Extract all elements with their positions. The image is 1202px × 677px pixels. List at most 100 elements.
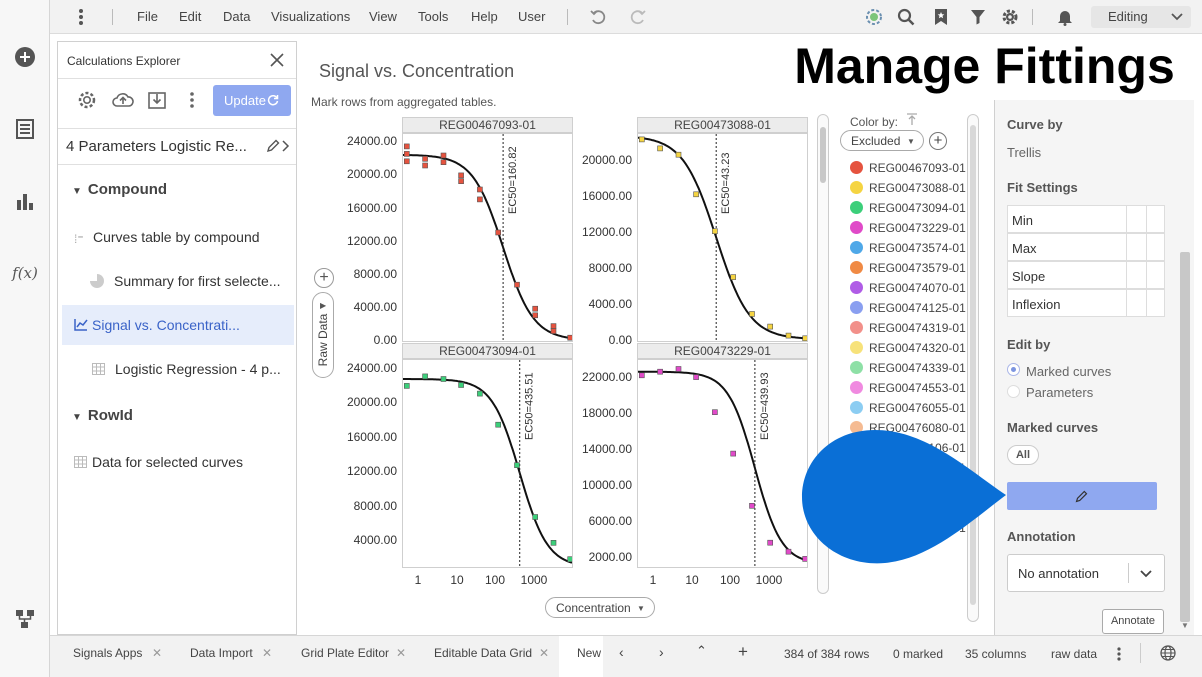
function-icon[interactable]: f(x) bbox=[12, 264, 38, 282]
section-rowid[interactable]: ▼ RowId bbox=[72, 407, 310, 424]
data-point[interactable] bbox=[477, 186, 483, 193]
undo-icon[interactable] bbox=[588, 7, 608, 27]
data-point[interactable] bbox=[532, 305, 538, 312]
menu-help[interactable]: Help bbox=[471, 9, 498, 24]
update-button[interactable]: Update bbox=[213, 85, 291, 116]
tree-item-data-for-selected[interactable]: Data for selected curves bbox=[74, 454, 312, 470]
caret-down-icon[interactable]: ▼ bbox=[1181, 621, 1189, 630]
data-point[interactable] bbox=[532, 514, 538, 520]
fit-row-slope[interactable]: Slope bbox=[1007, 261, 1165, 289]
data-point[interactable] bbox=[730, 450, 736, 457]
data-point[interactable] bbox=[514, 281, 520, 288]
data-point[interactable] bbox=[403, 151, 410, 157]
menu-tools[interactable]: Tools bbox=[418, 9, 449, 24]
data-point[interactable] bbox=[638, 372, 645, 379]
radio-parameters[interactable] bbox=[1007, 385, 1020, 398]
annotate-button[interactable]: Annotate bbox=[1102, 609, 1164, 634]
data-point[interactable] bbox=[440, 376, 447, 382]
data-point[interactable] bbox=[567, 556, 572, 562]
annotation-select[interactable]: No annotation bbox=[1007, 554, 1165, 592]
chevron-right-icon[interactable]: › bbox=[659, 644, 664, 660]
data-point[interactable] bbox=[749, 311, 755, 317]
data-point[interactable] bbox=[749, 503, 755, 509]
x-axis-selector[interactable]: Concentration ▼ bbox=[545, 597, 655, 618]
filter-icon[interactable] bbox=[968, 7, 988, 27]
data-point[interactable] bbox=[785, 332, 792, 339]
ai-recommend-icon[interactable] bbox=[864, 7, 884, 27]
more-vertical-icon[interactable] bbox=[71, 7, 91, 27]
data-point[interactable] bbox=[403, 383, 410, 389]
more-vertical-icon[interactable] bbox=[190, 92, 196, 110]
data-point[interactable] bbox=[567, 334, 572, 341]
search-icon[interactable] bbox=[896, 7, 916, 27]
tree-item-curves-table[interactable]: ⁞⁼ Curves table by compound bbox=[74, 229, 312, 246]
globe-icon[interactable] bbox=[1160, 645, 1176, 661]
data-table-icon[interactable] bbox=[12, 116, 38, 142]
tree-item-summary[interactable]: Summary for first selecte... bbox=[90, 273, 294, 289]
fit-row-inflexion[interactable]: Inflexion bbox=[1007, 289, 1165, 317]
legend-item[interactable]: REG00473088-01 bbox=[850, 181, 966, 199]
legend-item[interactable]: REG00474319-01 bbox=[850, 321, 966, 339]
more-vertical-icon[interactable] bbox=[1117, 647, 1121, 661]
data-point[interactable] bbox=[440, 152, 447, 159]
cloud-upload-icon[interactable] bbox=[112, 91, 134, 109]
menu-visualizations[interactable]: Visualizations bbox=[271, 9, 351, 24]
legend-item[interactable]: REG00473579-01 bbox=[850, 261, 966, 279]
legend-item[interactable]: REG00474553-01 bbox=[850, 381, 966, 399]
chart-panel-4[interactable]: EC50=439.93 bbox=[637, 359, 808, 568]
data-point[interactable] bbox=[495, 421, 501, 428]
data-point[interactable] bbox=[712, 228, 718, 234]
data-point[interactable] bbox=[422, 373, 428, 380]
chart-panel-3[interactable]: EC50=435.51 bbox=[402, 359, 573, 568]
y-axis-selector[interactable]: Raw Data ▶ bbox=[312, 292, 334, 378]
legend-item[interactable]: REG00473229-01 bbox=[850, 221, 966, 239]
edit-curves-button[interactable] bbox=[1007, 482, 1157, 510]
data-point[interactable] bbox=[403, 158, 410, 165]
fit-row-max[interactable]: Max bbox=[1007, 233, 1165, 261]
add-y-axis-button[interactable]: + bbox=[314, 268, 334, 288]
calculation-name[interactable]: 4 Parameters Logistic Re... bbox=[66, 138, 246, 155]
data-point[interactable] bbox=[693, 374, 699, 380]
data-point[interactable] bbox=[403, 143, 410, 150]
color-by-select[interactable]: Excluded ▼ bbox=[840, 130, 924, 151]
all-chip[interactable]: All bbox=[1007, 445, 1039, 465]
bell-icon[interactable] bbox=[1055, 7, 1075, 27]
gear-icon[interactable] bbox=[1000, 7, 1020, 27]
data-point[interactable] bbox=[675, 151, 682, 158]
fit-row-min[interactable]: Min bbox=[1007, 205, 1165, 233]
close-icon[interactable] bbox=[269, 52, 285, 68]
legend-item[interactable]: REG00474320-01 bbox=[850, 341, 966, 359]
menu-edit[interactable]: Edit bbox=[179, 9, 202, 24]
legend-item[interactable]: REG00474339-01 bbox=[850, 361, 966, 379]
active-table[interactable]: raw data bbox=[1051, 647, 1098, 661]
settings-gear-icon[interactable] bbox=[77, 90, 97, 110]
bookmark-icon[interactable] bbox=[931, 7, 951, 27]
tab-signals-apps[interactable]: Signals Apps bbox=[73, 646, 143, 660]
data-point[interactable] bbox=[458, 178, 464, 185]
scrollbar-thumb[interactable] bbox=[820, 127, 826, 183]
legend-item[interactable]: REG00474070-01 bbox=[850, 281, 966, 299]
data-point[interactable] bbox=[730, 274, 736, 280]
data-point[interactable] bbox=[767, 539, 773, 546]
tree-item-logistic-regression[interactable]: Logistic Regression - 4 p... bbox=[92, 361, 294, 377]
data-point[interactable] bbox=[477, 196, 483, 203]
scrollbar-thumb[interactable] bbox=[970, 125, 976, 605]
data-point[interactable] bbox=[422, 162, 428, 169]
tab-editable-data-grid[interactable]: Editable Data Grid bbox=[434, 646, 533, 660]
menu-view[interactable]: View bbox=[369, 9, 397, 24]
data-point[interactable] bbox=[693, 191, 699, 198]
data-point[interactable] bbox=[785, 548, 792, 555]
data-point[interactable] bbox=[712, 409, 718, 416]
edit-pencil-icon[interactable] bbox=[266, 139, 280, 153]
section-compound[interactable]: ▼ Compound bbox=[72, 181, 310, 198]
data-point[interactable] bbox=[514, 462, 520, 468]
data-point[interactable] bbox=[550, 540, 557, 546]
close-tab-icon[interactable]: ✕ bbox=[539, 646, 550, 660]
data-point[interactable] bbox=[550, 328, 557, 334]
data-point[interactable] bbox=[422, 155, 428, 162]
data-point[interactable] bbox=[495, 229, 501, 236]
menu-user[interactable]: User bbox=[518, 9, 546, 24]
tab-grid-plate-editor[interactable]: Grid Plate Editor bbox=[301, 646, 390, 660]
chevron-left-icon[interactable]: ‹ bbox=[619, 644, 624, 660]
legend-item[interactable]: REG00473574-01 bbox=[850, 241, 966, 259]
